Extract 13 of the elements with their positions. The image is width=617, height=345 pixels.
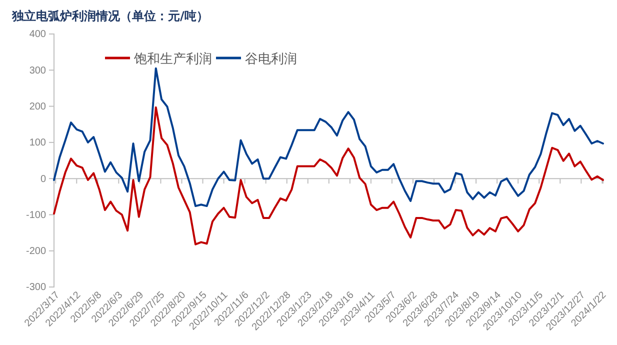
y-tick-label: 200	[29, 101, 46, 112]
legend-label: 饱和生产利润	[133, 52, 212, 67]
y-tick-label: 100	[29, 138, 46, 149]
y-tick-label: -300	[26, 282, 46, 294]
legend-label: 谷电利润	[245, 52, 297, 67]
y-tick-label: -200	[26, 246, 46, 258]
y-tick-label: 0	[40, 174, 46, 185]
y-tick-label: 400	[29, 29, 46, 40]
line-series	[53, 67, 604, 208]
y-tick-label: 300	[29, 65, 46, 76]
y-tick-label: -100	[26, 210, 46, 221]
line-series	[53, 106, 604, 246]
chart-title: 独立电弧炉利润情况（单位：元/吨）	[11, 9, 208, 23]
